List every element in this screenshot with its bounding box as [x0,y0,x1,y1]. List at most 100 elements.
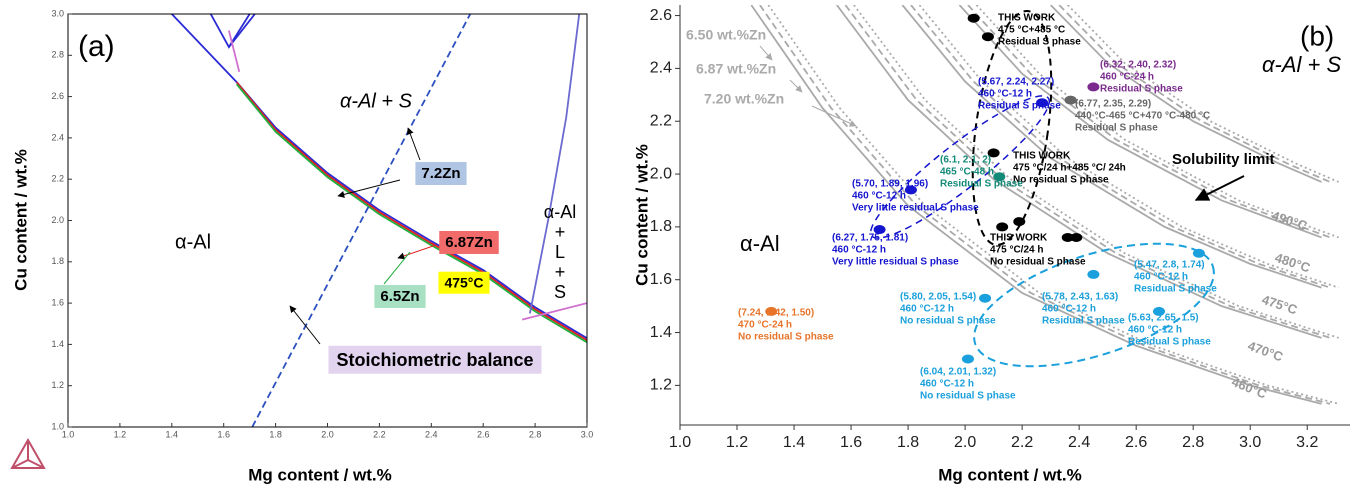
annotation: Stoichiometric balance [336,350,533,370]
x-tick-label: 2.2 [1011,434,1033,451]
annotation: 475 °C+485 °C [998,25,1065,36]
annotation: 6.87 wt.%Zn [696,61,776,77]
annotation: 6.5Zn [380,288,419,305]
data-point [961,354,974,364]
data-point [1152,306,1165,316]
y-tick-label: 2.4 [51,132,64,142]
arrow [397,244,437,260]
annotation: THIS WORK [998,13,1056,24]
curve [228,30,241,73]
annotation: 460 °C-12 h [832,245,886,256]
arrow [1194,175,1245,201]
data-point [1036,98,1049,108]
curve [918,5,1339,289]
x-tick-label: 3.0 [581,429,594,439]
arrow [759,45,773,61]
texts: 1.0 1.2 1.4 1.6 1.8 2.0 2.2 2.4 2.6 2.8 3.0 1.0 1.2 1… [11,7,1341,485]
annotation: (6.32, 2.40, 2.32) [1100,60,1176,71]
annotation: + [555,222,566,242]
x-tick-label: 2.6 [1125,434,1147,451]
annotation: (a) [78,30,115,63]
curve [228,14,256,48]
annotation: (b) [1300,20,1334,51]
annotation: 460 °C-12 h [1134,272,1188,283]
y-tick-label: 1.6 [51,297,64,307]
data-point [1061,232,1074,242]
curve [209,14,251,49]
annotation: 440 °C-465 °C+470 °C-480 °C [1075,111,1210,122]
label-box [438,271,490,294]
y-tick-label: 1.8 [650,218,672,235]
logo [10,437,46,469]
annotation: S [554,282,566,302]
x-tick-label: 2.4 [425,429,438,439]
annotation: 460 °C-12 h [978,89,1032,100]
x-tick-label: 2.2 [373,429,386,439]
curve [1049,5,1322,183]
annotation: 470°C [1246,338,1286,365]
curve [759,5,1331,405]
x-tick-label: 2.4 [1068,434,1090,451]
x-tick-label: 2.0 [321,429,334,439]
y-tick-label: 1.4 [650,324,672,341]
data-point [979,293,992,303]
curve [836,5,1322,339]
y-tick-label: 1.2 [51,380,64,390]
annotation: Very little residual S phase [832,257,959,268]
curve [750,5,1322,405]
x-tick-label: 3.0 [1239,434,1261,451]
annotation: (6.04, 2.01, 1.32) [920,367,996,378]
arrow [811,105,857,127]
x-tick-label: 1.8 [269,429,282,439]
y-tick-label: 1.8 [51,256,64,266]
x-tick-label: 1.6 [840,434,862,451]
y-tick-label: 1.6 [650,271,672,288]
x-tick-label: 1.4 [783,434,805,451]
annotation: No residual S phase [738,332,834,343]
x-tick-label: 2.0 [954,434,976,451]
annotation: 470 °C-24 h [738,320,792,331]
annotation: (6.27, 1.75, 1.81) [832,233,908,244]
curve [967,5,1331,239]
arrow [789,79,803,93]
plot-area-b [750,5,1339,405]
annotation: (5.67, 2.24, 2.27) [978,77,1054,88]
decorations [10,10,1245,469]
label-box [328,345,542,374]
x-tick-label: 2.6 [477,429,490,439]
annotation: (6.77, 2.35, 2.29) [1075,99,1151,110]
annotation: 460 °C-24 h [1100,72,1154,83]
annotation: 460°C [1230,374,1270,402]
x-tick-label: 3.2 [1296,434,1318,451]
annotation: (5.80, 2.05, 1.54) [900,292,976,303]
group-ellipse [973,242,1215,368]
annotation: (5.78, 2.43, 1.63) [1042,292,1118,303]
annotation: No residual S phase [1013,175,1109,186]
annotation: α-Al [740,231,780,256]
x-tick-label: 1.6 [217,429,230,439]
curve [235,81,587,342]
curve [844,5,1331,339]
plot-area-a [171,14,587,427]
annotation: 475°C [1260,292,1300,318]
y-tick-label: 2.2 [51,174,64,184]
annotation: Residual S phase [998,37,1081,48]
annotation: Residual S phase [1128,337,1211,348]
data-point [873,225,886,235]
curve [975,5,1339,239]
annotation: (5.63, 2.65, 1.5) [1128,313,1199,324]
y-tick-label: 2.0 [650,165,672,182]
annotation: 475 °C/24 h [990,245,1043,256]
y-tick-label: 2.0 [51,215,64,225]
annotation: 460 °C-12 h [920,379,974,390]
x-tick-label: 2.8 [1182,434,1204,451]
annotation: Residual S phase [940,179,1023,190]
annotation: α-Al + S [1262,52,1342,77]
x-tick-label: 2.8 [529,429,542,439]
x-tick-label: 1.8 [897,434,919,451]
curve [901,5,1322,289]
curve [235,81,587,339]
data-point [993,172,1006,182]
annotation: 475 °C/24 h+485 °C/ 24h [1013,163,1126,174]
data-point [967,13,980,23]
